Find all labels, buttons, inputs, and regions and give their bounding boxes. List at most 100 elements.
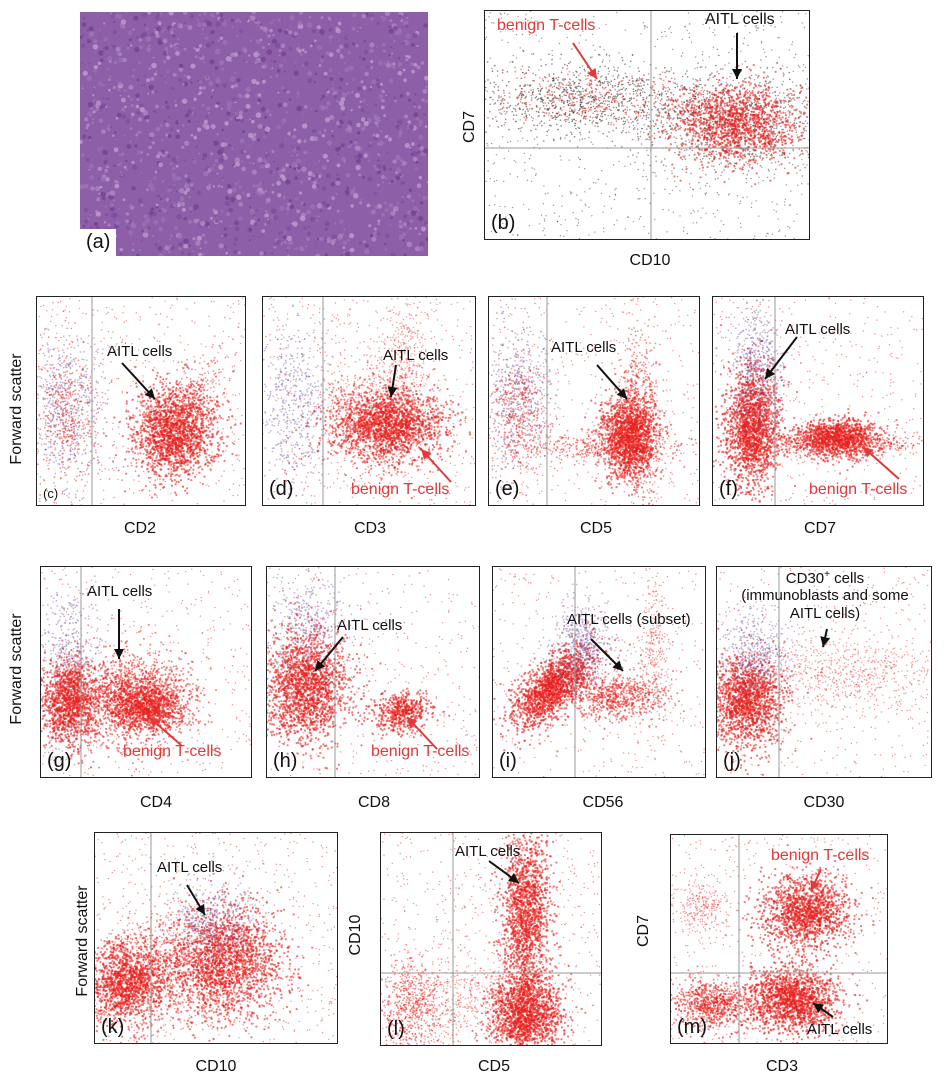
- dotplot-canvas: [95, 833, 337, 1043]
- aitl-cell-events: [488, 833, 562, 1038]
- dotplot-canvas: [267, 567, 479, 777]
- arrow-benign-t-cells: [406, 716, 438, 750]
- cd10-negative-events: [95, 916, 208, 1043]
- aitl-and-benign-t-cell-events: [295, 361, 472, 500]
- annotation-aitl-cells: AITL cells: [551, 339, 616, 356]
- aitl-cell-events: [122, 872, 314, 1042]
- annotation-benign-t-cells: benign T-cells: [123, 743, 221, 761]
- annotation-aitl-cells: AITL cells: [785, 321, 850, 338]
- dotplot-canvas: [381, 833, 601, 1045]
- cd5-positive-cd10-negative-events: [471, 939, 587, 1045]
- histology-texture: [80, 12, 428, 256]
- background-events: [491, 297, 699, 505]
- debris-events: [263, 297, 358, 505]
- dotplot-panel-d: (d) AITL cells benign T-cells: [262, 296, 476, 506]
- histology-cell-texture: [80, 12, 428, 256]
- annotation-aitl-cells: AITL cells: [157, 859, 222, 876]
- benign-t-cell-events: [778, 408, 904, 475]
- annotation-aitl-cells: AITL cells: [87, 583, 152, 600]
- arrow-cd30-cells: [820, 628, 831, 648]
- aitl-cell-events: [105, 363, 242, 499]
- dotplot-canvas: [41, 567, 251, 777]
- aitl-cell-events: [267, 578, 382, 771]
- arrow-benign-t-cells: [420, 448, 452, 483]
- background-events: [267, 567, 479, 777]
- debris-events-red: [37, 319, 113, 505]
- x-axis-label-d: CD3: [330, 520, 410, 538]
- annotation-benign-t-cells: benign T-cells: [351, 481, 449, 499]
- arrow-benign-t-cells: [148, 716, 182, 746]
- panel-label-k: (k): [101, 1016, 124, 1039]
- annotation-cd30-text: CD30: [786, 570, 824, 587]
- purple-events: [161, 855, 270, 987]
- dotplot-panel-c: (c) AITL cells: [36, 296, 246, 506]
- benign-t-cell-events: [351, 687, 451, 740]
- dotplot-canvas: [485, 11, 809, 239]
- aitl-cell-events: [717, 952, 869, 1043]
- dotplot-canvas: [37, 297, 245, 505]
- annotation-benign-t-cells: benign T-cells: [771, 847, 869, 865]
- benign-t-cell-events-dark: [485, 46, 779, 151]
- dotplot-canvas: [493, 567, 705, 777]
- annotation-benign-t-cells: benign T-cells: [371, 743, 469, 761]
- benign-t-cell-events: [485, 58, 721, 138]
- background-events: [95, 833, 337, 1043]
- arrow-benign-t-cells: [810, 868, 822, 892]
- annotation-cd30-cells: CD30+ cells (immunoblasts and some AITL …: [717, 569, 931, 622]
- x-axis-label-h: CD8: [334, 794, 414, 812]
- panel-label-h: (h): [273, 750, 297, 773]
- x-axis-label-j: CD30: [784, 794, 864, 812]
- annotation-aitl-cells: AITL cells: [107, 343, 172, 360]
- y-axis-label-row1: Forward scatter: [8, 344, 26, 474]
- background-events: [717, 567, 931, 777]
- panel-label-f: (f): [719, 478, 738, 501]
- dotplot-canvas: [713, 297, 923, 505]
- arrow-aitl-cells: [488, 860, 520, 884]
- x-axis-label-m: CD3: [742, 1058, 822, 1076]
- panel-label-i: (i): [499, 750, 517, 773]
- debris-events: [489, 297, 567, 496]
- cd7-positive-cd3-negative-events: [671, 867, 740, 953]
- y-axis-label-l: CD10: [347, 905, 365, 965]
- arrow-benign-t-cells: [572, 42, 598, 80]
- dotplot-panel-m: (m) benign T-cells AITL cells: [670, 834, 888, 1044]
- panel-label-c: (c): [43, 486, 58, 501]
- x-axis-label-l: CD5: [454, 1058, 534, 1076]
- panel-label-d: (d): [269, 478, 293, 501]
- upper-tail-events: [369, 297, 432, 443]
- annotation-aitl-cells: AITL cells: [383, 347, 448, 364]
- aitl-subset-events: [553, 654, 685, 744]
- arrow-aitl-cells: [764, 336, 798, 380]
- dotplot-canvas: [717, 567, 931, 777]
- annotation-benign-t-cells: benign T-cells: [497, 17, 595, 35]
- negative-population-events: [41, 634, 120, 769]
- annotation-aitl-cells: AITL cells: [455, 843, 520, 860]
- annotation-cd30-line3: AITL cells): [717, 605, 931, 622]
- dotplot-panel-g: (g) AITL cells benign T-cells: [40, 566, 252, 778]
- annotation-benign-t-cells: benign T-cells: [809, 481, 907, 499]
- dotplot-panel-l: (l) AITL cells: [380, 832, 602, 1046]
- panel-label-j: (j): [723, 750, 741, 773]
- panel-label-b: (b): [491, 212, 515, 235]
- dotplot-panel-e: (e) AITL cells: [488, 296, 700, 506]
- annotation-cd30-superscript: +: [824, 569, 830, 580]
- upper-tail-events: [630, 567, 674, 752]
- arrow-aitl-cells: [314, 636, 344, 672]
- histology-image-panel-a: (a): [80, 12, 428, 256]
- x-axis-label-c: CD2: [100, 520, 180, 538]
- arrow-aitl-cells: [387, 364, 398, 398]
- dotplot-panel-b: (b) benign T-cells AITL cells: [484, 10, 810, 240]
- double-negative-events: [381, 926, 472, 1045]
- panel-label-g: (g): [47, 750, 71, 773]
- panel-label-e: (e): [495, 478, 519, 501]
- annotation-cd30-cells-text: cells: [830, 570, 864, 587]
- dotplot-panel-i: (i) AITL cells (subset): [492, 566, 706, 778]
- arrow-aitl-cells-subset: [590, 638, 624, 672]
- dotplot-panel-h: (h) AITL cells benign T-cells: [266, 566, 480, 778]
- arrow-aitl-cells: [186, 884, 206, 916]
- x-axis-label-g: CD4: [116, 794, 196, 812]
- y-axis-label-m: CD7: [635, 901, 653, 961]
- x-axis-label-e: CD5: [556, 520, 636, 538]
- y-axis-label-b: CD7: [461, 97, 479, 157]
- x-axis-label-f: CD7: [780, 520, 860, 538]
